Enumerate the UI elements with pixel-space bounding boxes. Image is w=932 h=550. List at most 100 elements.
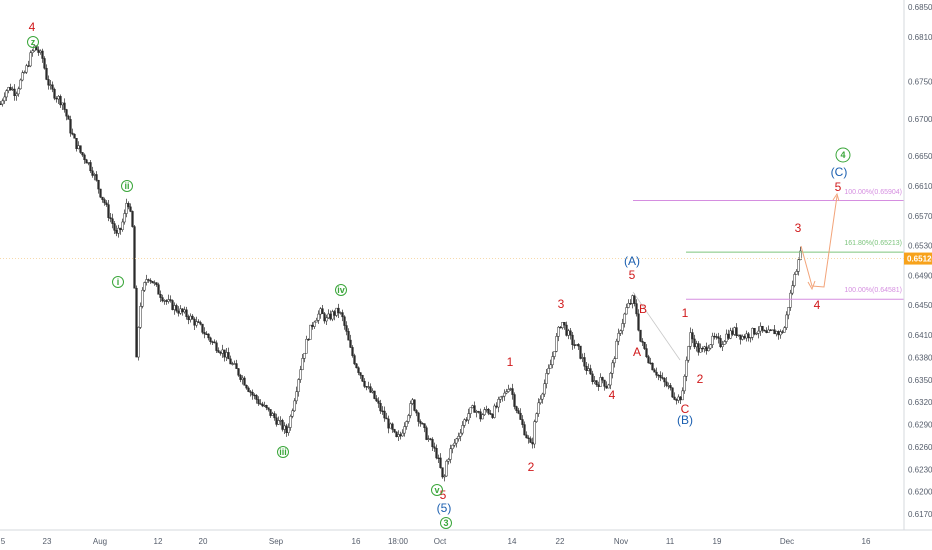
candle [345,321,348,336]
projection-path [800,192,840,291]
candle [79,145,82,154]
candle [43,56,46,70]
time-tick-label: 11 [666,537,675,546]
candle [109,212,112,223]
candle [315,317,318,323]
candle [533,419,536,449]
candle [403,422,406,437]
candle [673,392,676,401]
candle [687,345,690,363]
candle [639,329,642,343]
candle [65,108,68,121]
candle [699,343,702,353]
candle [337,303,340,318]
candle [0,100,2,105]
candle [615,338,618,359]
candle [601,376,604,384]
candle [637,309,640,332]
candle [175,303,178,313]
candle [145,274,148,286]
candle [623,312,626,328]
candle [313,320,316,330]
candle [393,428,396,434]
time-axis[interactable]: 5 23 Aug 12 20 Sep 16 18:00 Oct 14 22 Nov 11 19 Dec 16 [1,537,871,546]
candle [711,332,714,348]
candle [749,336,752,343]
candle [201,323,204,335]
candle [569,327,572,340]
candle [645,344,648,359]
candle [551,351,554,369]
candle [139,302,142,329]
candle [121,218,124,232]
wave-label-red: 4 [814,298,821,312]
candle [395,431,398,438]
candle [375,395,378,402]
candle [607,383,610,389]
candle [317,310,320,324]
candle [199,320,202,326]
candle [5,89,8,102]
svg-text:4: 4 [840,150,845,160]
candle [459,429,462,442]
candle [289,414,292,431]
candle [515,405,518,414]
candle [131,210,134,228]
candle [213,339,216,344]
candle [125,198,128,218]
candle [169,295,172,303]
candle [191,314,194,320]
candlestick-series [0,45,802,482]
candle [481,413,484,420]
candle [795,269,798,275]
wave-label-blue: (B) [677,413,693,427]
candle [261,401,264,408]
candle [159,290,162,303]
candle [563,322,566,330]
candle [453,438,456,448]
candle [659,371,662,382]
candle [539,395,542,405]
candle [281,418,284,432]
candle [735,323,738,338]
candle [185,306,188,320]
candle [419,419,422,427]
time-tick-label: Dec [780,537,794,546]
wave-label-green: iii [277,446,289,458]
candle [575,344,578,346]
candle [133,224,136,289]
candle [469,407,472,418]
time-tick-label: Aug [93,537,107,546]
candle [785,311,788,330]
candle [463,418,466,428]
candle [203,327,206,339]
candle [349,334,352,348]
candle [613,356,616,368]
candle [521,415,524,428]
candle [761,325,764,333]
time-tick-label: 22 [556,537,565,546]
candle [755,332,758,336]
candle [635,299,638,317]
candle [17,86,20,97]
candle [265,404,268,411]
candle [595,380,598,387]
candle [135,285,138,358]
candle [21,70,24,82]
svg-text:3: 3 [443,518,448,528]
wave-label-red: 1 [682,306,689,320]
candle [543,379,546,398]
candle [783,326,786,333]
wave-label-red: 5 [440,488,447,502]
candle [549,359,552,369]
